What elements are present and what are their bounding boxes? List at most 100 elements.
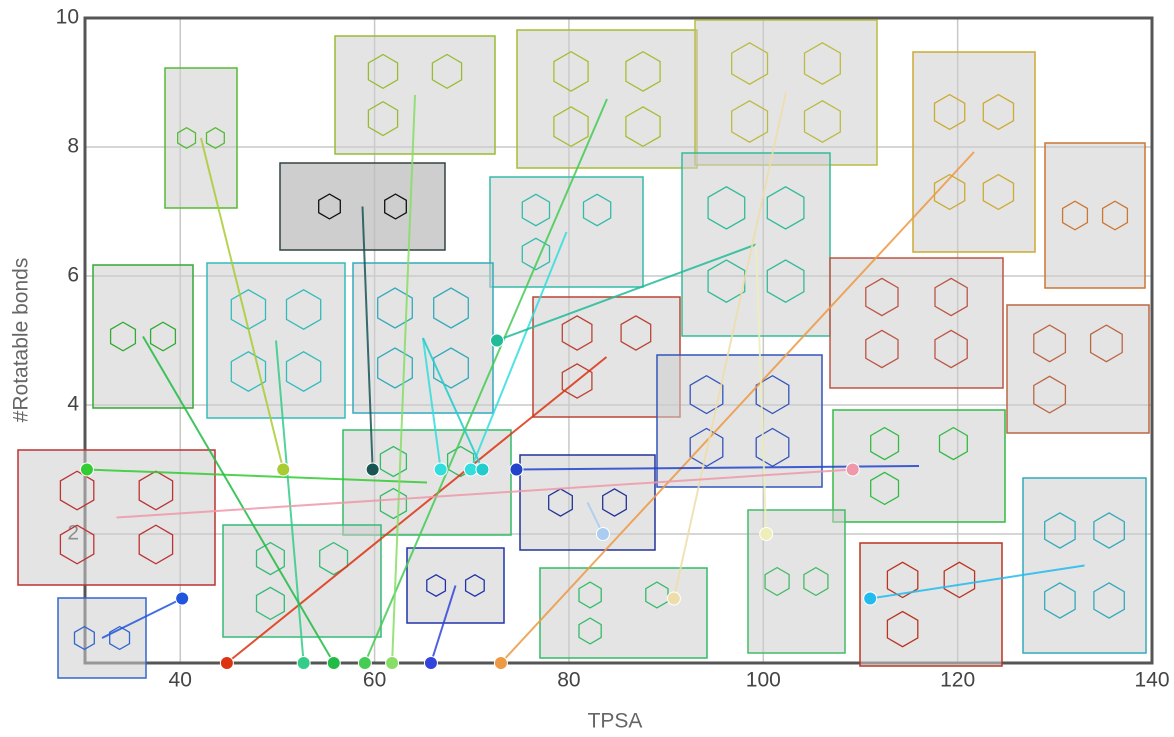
structure-ring [379, 445, 408, 478]
data-point [490, 333, 505, 348]
structure-ring [521, 193, 551, 227]
y-tick-label: 10 [56, 6, 79, 29]
structure-ring [578, 581, 602, 609]
data-point [493, 656, 508, 670]
structure-ring [367, 53, 399, 90]
connector [422, 337, 442, 470]
structure-ring [384, 193, 407, 220]
structure-ring [689, 427, 724, 468]
structure-ring [1093, 582, 1125, 619]
structure-box [859, 542, 1003, 667]
structure-ring [933, 173, 966, 211]
structure-ring [870, 426, 900, 461]
y-axis-label: #Rotatable bonds [10, 258, 33, 423]
data-point [79, 462, 94, 477]
structure-ring [379, 487, 408, 520]
structure-ring [625, 50, 661, 92]
structure-ring [602, 488, 627, 517]
connector [672, 92, 787, 599]
data-point [326, 656, 341, 670]
structure-ring [934, 277, 968, 317]
structure-ring [1033, 375, 1067, 414]
structure-ring [1089, 324, 1123, 363]
x-tick-label: 100 [746, 669, 781, 692]
data-point [175, 591, 190, 606]
structure-ring [625, 106, 661, 148]
structure-ring [548, 488, 573, 517]
x-tick-label: 60 [363, 669, 386, 692]
structure-ring [149, 321, 177, 352]
data-point [595, 527, 610, 541]
structure-box [1006, 304, 1150, 434]
structure-ring [561, 315, 593, 351]
y-tick-label: 6 [67, 264, 79, 287]
structure-box [1044, 142, 1146, 289]
structure-ring [59, 524, 95, 565]
data-point [863, 591, 878, 606]
structure-ring [426, 574, 447, 597]
connector [361, 206, 374, 470]
structure-ring [433, 287, 469, 329]
connector [226, 356, 608, 664]
structure-ring [731, 42, 769, 85]
data-point [475, 462, 490, 477]
structure-ring [707, 186, 746, 230]
structure-ring [1033, 324, 1067, 363]
connector [496, 243, 757, 342]
structure-ring [731, 100, 769, 143]
structure-ring [561, 363, 593, 399]
structure-ring [865, 277, 899, 317]
data-point [365, 462, 380, 477]
structure-ring [865, 329, 899, 369]
connector [363, 98, 608, 664]
structure-ring [803, 42, 841, 85]
structure-box [516, 29, 698, 169]
structure-ring [766, 186, 805, 230]
structure-ring [521, 237, 551, 271]
structure-ring [285, 289, 322, 330]
structure-box [519, 454, 656, 551]
data-point [385, 656, 400, 670]
structure-ring [764, 566, 790, 597]
structure-ring [255, 541, 285, 576]
structure-ring [1093, 512, 1125, 549]
structure-ring [982, 93, 1015, 131]
structure-box [539, 567, 708, 659]
structure-ring [205, 126, 225, 150]
x-tick-label: 80 [557, 669, 580, 692]
structure-ring [645, 581, 669, 609]
structure-ring [578, 617, 602, 645]
structure-ring [582, 193, 612, 227]
connector [422, 337, 484, 470]
data-point [759, 527, 774, 541]
structure-ring [938, 426, 968, 461]
data-point [666, 591, 681, 606]
structure-ring [1061, 200, 1089, 231]
structure-ring [982, 173, 1015, 211]
plot-frame [83, 16, 1154, 665]
structure-ring [177, 126, 197, 150]
structure-box [829, 257, 1004, 389]
structure-ring [138, 524, 174, 565]
structure-ring [109, 321, 137, 352]
structure-ring [886, 561, 919, 599]
data-point [219, 656, 234, 670]
connector [469, 231, 568, 470]
structure-ring [689, 374, 724, 415]
connector [116, 468, 853, 519]
structure-ring [1044, 582, 1076, 619]
structure-ring [803, 100, 841, 143]
structure-ring [707, 259, 746, 303]
structure-ring [255, 586, 285, 621]
connector [429, 585, 457, 664]
y-tick-label: 4 [67, 393, 79, 416]
connector [275, 340, 305, 664]
x-tick-label: 120 [940, 669, 975, 692]
structure-ring [138, 470, 174, 511]
structure-ring [285, 351, 322, 392]
structure-ring [886, 610, 919, 648]
structure-ring [446, 445, 475, 478]
structure-ring [109, 625, 131, 651]
structure-ring [319, 541, 349, 576]
x-tick-label: 40 [169, 669, 192, 692]
